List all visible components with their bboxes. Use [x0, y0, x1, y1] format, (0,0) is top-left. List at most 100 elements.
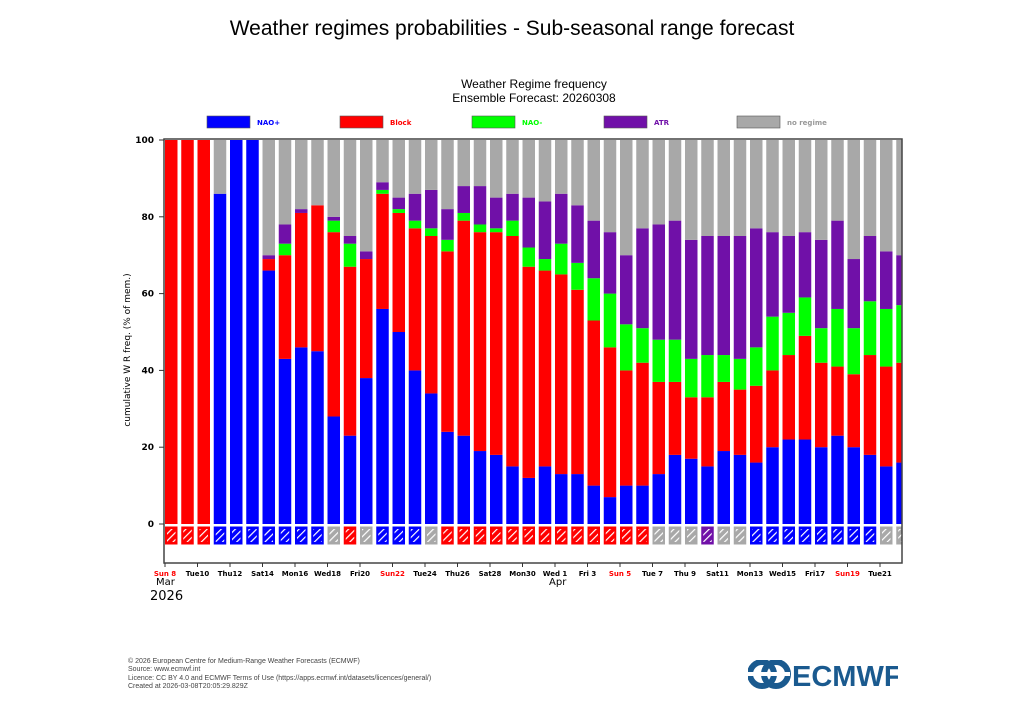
chart-subtitle: Ensemble Forecast: 20260308 — [452, 91, 616, 105]
y-tick-label: 0 — [148, 520, 154, 530]
bar-nao_plus — [750, 462, 763, 524]
bar-nao_plus — [311, 351, 324, 524]
bar-atr — [587, 220, 600, 279]
bar-nao_minus — [652, 339, 665, 382]
dominant-regime-hatch — [183, 529, 192, 542]
dominant-regime-hatch — [232, 529, 241, 542]
x-tick-label: Thu 9 — [674, 570, 696, 578]
bar-no_regime — [815, 140, 828, 240]
bar-block — [880, 366, 893, 467]
bar-atr — [360, 251, 373, 260]
bar-block — [815, 362, 828, 448]
x-tick-label: Sun 8 — [154, 570, 176, 578]
legend-label-atr: ATR — [654, 119, 670, 127]
bar-block — [181, 140, 194, 524]
bar-atr — [571, 205, 584, 263]
bar-nao_minus — [603, 293, 617, 348]
dominant-regime-hatch — [882, 529, 891, 542]
x-tick-label: Fri17 — [805, 570, 825, 578]
bar-nao_plus — [295, 347, 308, 524]
bar-nao_minus — [571, 262, 584, 290]
bar-no_regime — [555, 140, 568, 194]
dominant-regime-hatch — [362, 529, 371, 542]
bar-nao_minus — [506, 220, 519, 236]
bar-nao_plus — [717, 451, 730, 524]
bar-nao_plus — [863, 454, 877, 524]
dominant-regime-hatch — [475, 529, 485, 542]
bar-nao_plus — [213, 193, 227, 524]
bar-nao_plus — [587, 485, 600, 524]
bar-nao_minus — [327, 220, 340, 233]
bar-atr — [847, 259, 860, 329]
bar-no_regime — [831, 140, 844, 221]
bar-no_regime — [522, 140, 535, 198]
bar-no_regime — [587, 140, 600, 221]
bar-block — [685, 397, 698, 459]
bar-no_regime — [880, 140, 893, 252]
bar-no_regime — [538, 140, 552, 202]
dominant-regime-hatch — [622, 529, 631, 542]
bar-no_regime — [278, 140, 292, 225]
bar-block — [668, 381, 682, 455]
dominant-regime-hatch — [297, 529, 306, 542]
bar-nao_plus — [847, 447, 860, 524]
bar-nao_minus — [408, 220, 422, 229]
dominant-regime-hatch — [540, 529, 550, 542]
bar-nao_minus — [896, 305, 902, 363]
bar-atr — [327, 216, 340, 221]
y-axis-label: cumulative W R freq. (% of mem.) — [123, 273, 133, 426]
bar-nao_plus — [668, 454, 682, 524]
legend-label-nao_minus: NAO- — [522, 119, 542, 127]
x-tick-label: Thu26 — [445, 570, 470, 578]
bar-nao_plus — [473, 451, 487, 524]
bar-nao_plus — [490, 454, 503, 524]
dominant-regime-hatch — [394, 529, 403, 542]
dominant-regime-hatch — [443, 529, 452, 542]
bar-block — [262, 259, 275, 271]
bar-block — [750, 385, 763, 463]
bar-nao_plus — [538, 466, 552, 524]
bar-nao_minus — [880, 308, 893, 367]
bar-block — [538, 270, 552, 467]
legend-label-block: Block — [390, 119, 412, 127]
x-tick-label: Mon30 — [509, 570, 536, 578]
dominant-regime-hatch — [410, 529, 420, 542]
bar-nao_plus — [425, 393, 438, 524]
bar-atr — [701, 236, 714, 356]
bar-nao_plus — [733, 454, 747, 524]
bar-nao_plus — [701, 466, 714, 524]
y-tick-label: 60 — [141, 290, 154, 300]
bar-atr — [668, 220, 682, 340]
bar-block — [636, 362, 649, 486]
bar-no_regime — [311, 140, 324, 206]
dominant-regime-hatch — [768, 529, 777, 542]
bar-block — [408, 228, 422, 371]
dominant-regime-hatch — [313, 529, 322, 542]
bar-no_regime — [571, 140, 584, 206]
bar-atr — [815, 239, 828, 329]
y-tick-label: 40 — [141, 366, 154, 376]
bar-no_regime — [376, 140, 389, 183]
bar-nao_minus — [587, 278, 600, 321]
dominant-regime-hatch — [215, 529, 225, 542]
x-tick-label: Tue24 — [413, 570, 437, 578]
bar-block — [782, 355, 795, 440]
bar-no_regime — [782, 140, 795, 236]
bar-nao_minus — [522, 247, 535, 267]
bar-atr — [717, 236, 730, 356]
licence-text: Licence: CC BY 4.0 and ECMWF Terms of Us… — [128, 674, 432, 682]
bar-no_regime — [798, 140, 812, 233]
bar-no_regime — [295, 140, 308, 210]
year-label: 2026 — [150, 589, 183, 604]
bar-no_regime — [603, 140, 617, 233]
dominant-regime-hatch — [784, 529, 793, 542]
bar-atr — [798, 232, 812, 298]
bar-nao_minus — [538, 259, 552, 271]
bar-nao_minus — [782, 312, 795, 356]
bar-atr — [685, 239, 698, 359]
bar-nao_plus — [360, 378, 373, 524]
bar-no_regime — [620, 140, 633, 256]
bar-atr — [392, 197, 405, 210]
bar-no_regime — [408, 140, 422, 194]
bar-nao_plus — [555, 474, 568, 524]
